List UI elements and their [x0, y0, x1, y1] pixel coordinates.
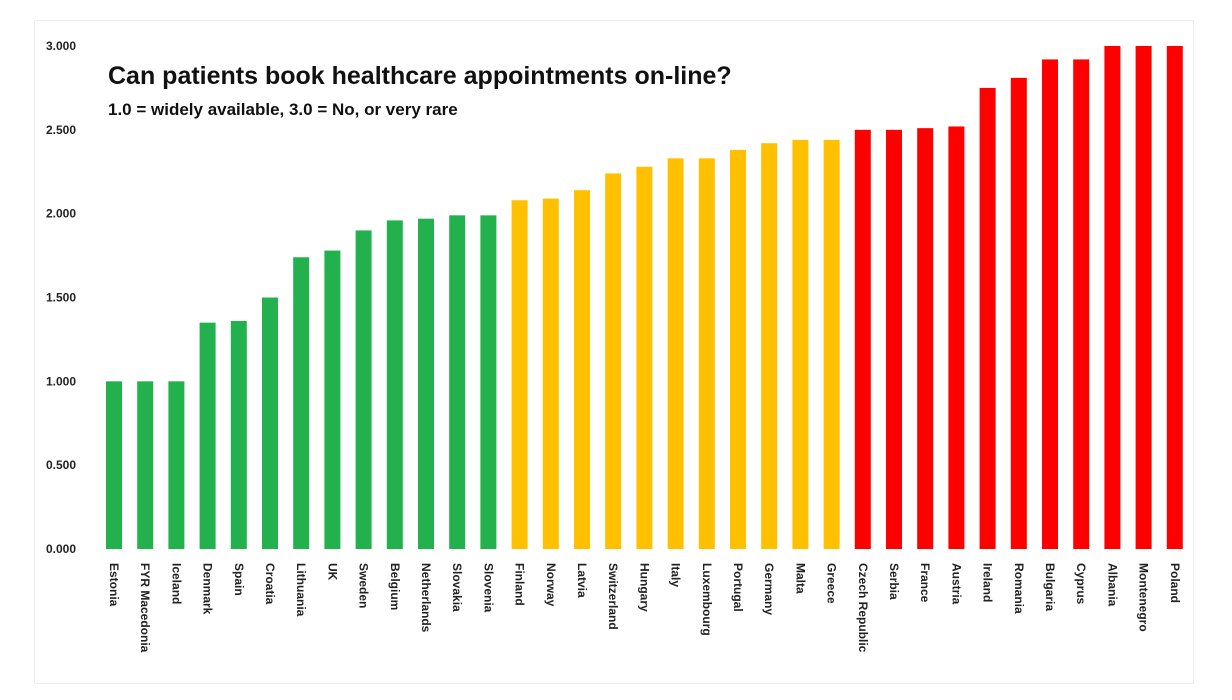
x-tick-label: Germany — [762, 563, 776, 615]
bar-denmark — [199, 322, 216, 549]
bar-czech-republic — [854, 129, 871, 550]
x-tick-label: Malta — [793, 563, 807, 594]
x-tick-label: Luxembourg — [700, 563, 714, 636]
bar-lithuania — [293, 257, 310, 549]
x-tick-label: Belgium — [388, 563, 402, 610]
x-tick-label: Finland — [513, 563, 527, 606]
bar-finland — [511, 200, 528, 549]
x-tick-label: Cyprus — [1074, 563, 1088, 605]
bar-belgium — [386, 220, 403, 549]
bar-slovakia — [449, 215, 466, 550]
bar-romania — [1010, 77, 1027, 550]
x-tick-label: Latvia — [575, 563, 589, 598]
x-tick-label: Austria — [949, 563, 963, 605]
x-tick-label: Poland — [1168, 563, 1182, 603]
x-tick-label: Romania — [1012, 563, 1026, 614]
x-tick-label: Spain — [232, 563, 246, 596]
bar-poland — [1166, 46, 1183, 549]
bar-portugal — [730, 149, 746, 549]
bar-netherlands — [418, 218, 434, 550]
bar-norway — [542, 198, 559, 549]
x-tick-label: Slovenia — [481, 563, 495, 613]
x-tick-label: France — [918, 563, 932, 603]
bar-malta — [792, 139, 809, 550]
y-tick-label: 0.000 — [46, 542, 76, 556]
x-tick-label: Albania — [1105, 563, 1119, 607]
bar-switzerland — [605, 173, 622, 549]
bar-slovenia — [480, 215, 497, 550]
x-tick-label: Czech Republic — [856, 563, 870, 653]
bar-iceland — [168, 381, 185, 549]
x-tick-label: UK — [325, 563, 339, 581]
bar-austria — [948, 126, 965, 549]
bar-bulgaria — [1042, 59, 1058, 550]
x-tick-label: Italy — [669, 563, 683, 587]
chart-title: Can patients book healthcare appointment… — [108, 62, 732, 90]
x-tick-label: Iceland — [169, 563, 183, 604]
y-tick-label: 2.000 — [46, 207, 76, 221]
x-tick-label: Montenegro — [1137, 563, 1151, 632]
bar-italy — [667, 158, 684, 549]
x-tick-label: FYR Macedonia — [138, 563, 152, 653]
bar-spain — [230, 320, 247, 549]
y-axis: 0.000 0.500 1.000 1.500 2.000 2.500 3.000 — [46, 39, 76, 556]
bar-germany — [761, 143, 778, 549]
bar-albania — [1104, 46, 1121, 549]
y-tick-label: 2.500 — [46, 123, 76, 137]
bar-montenegro — [1135, 46, 1152, 549]
y-tick-label: 3.000 — [46, 39, 76, 53]
bar-ireland — [979, 87, 996, 550]
x-tick-label: Estonia — [107, 563, 121, 607]
bar-sweden — [355, 230, 372, 549]
x-tick-label: Switzerland — [606, 563, 620, 630]
y-tick-label: 1.500 — [46, 291, 76, 305]
x-tick-label: Serbia — [887, 563, 901, 600]
x-tick-label: Norway — [544, 563, 558, 607]
bar-croatia — [262, 297, 278, 549]
bar-estonia — [106, 381, 122, 549]
y-tick-label: 0.500 — [46, 458, 76, 472]
bar-uk — [324, 250, 341, 549]
x-tick-label: Slovakia — [450, 563, 464, 612]
bar-latvia — [574, 190, 590, 549]
bar-cyprus — [1073, 59, 1090, 550]
x-tick-label: Bulgaria — [1043, 563, 1057, 611]
x-tick-label: Denmark — [201, 563, 215, 615]
x-tick-label: Ireland — [981, 563, 995, 602]
bars — [106, 46, 1183, 550]
chart-subtitle: 1.0 = widely available, 3.0 = No, or ver… — [108, 100, 458, 119]
chart-frame — [34, 20, 1194, 684]
bar-fyr-macedonia — [137, 381, 154, 549]
y-tick-label: 1.000 — [46, 374, 76, 388]
x-tick-label: Lithuania — [294, 563, 308, 617]
x-tick-label: Portugal — [731, 563, 745, 612]
x-axis-labels: Estonia FYR Macedonia Iceland Denmark Spain C… — [107, 563, 1182, 653]
x-tick-label: Greece — [825, 563, 839, 604]
x-tick-label: Croatia — [263, 563, 277, 605]
bar-greece — [823, 139, 840, 550]
bar-hungary — [636, 166, 653, 549]
bar-serbia — [886, 129, 902, 550]
x-tick-label: Hungary — [637, 563, 651, 612]
x-tick-label: Sweden — [357, 563, 371, 608]
bar-france — [917, 128, 934, 549]
x-tick-label: Netherlands — [419, 563, 433, 633]
bar-luxembourg — [698, 158, 715, 549]
